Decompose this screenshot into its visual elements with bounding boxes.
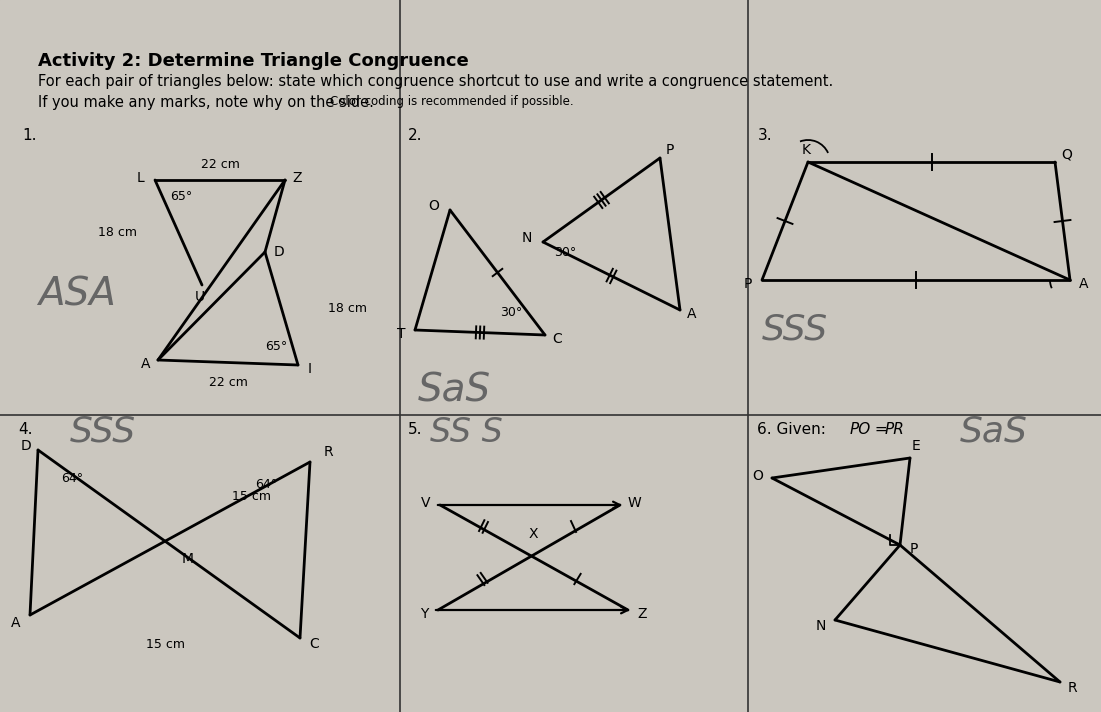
- Text: =: =: [870, 422, 893, 437]
- Text: Q: Q: [1061, 147, 1072, 161]
- Text: 4.: 4.: [18, 422, 33, 437]
- Text: W: W: [628, 496, 641, 510]
- Text: 3.: 3.: [757, 128, 773, 143]
- Text: A: A: [1079, 277, 1089, 291]
- Text: 30°: 30°: [554, 246, 576, 258]
- Text: 30°: 30°: [500, 306, 522, 320]
- Text: 22 cm: 22 cm: [200, 157, 239, 170]
- Text: PO: PO: [850, 422, 871, 437]
- Text: A: A: [141, 357, 151, 371]
- Text: 65°: 65°: [265, 340, 287, 353]
- Text: SSS: SSS: [70, 415, 137, 449]
- Text: R: R: [324, 445, 333, 459]
- Text: 2.: 2.: [408, 128, 423, 143]
- Text: Activity 2: Determine Triangle Congruence: Activity 2: Determine Triangle Congruenc…: [39, 52, 469, 70]
- Text: P: P: [666, 143, 674, 157]
- Text: 64°: 64°: [255, 478, 277, 491]
- Text: N: N: [522, 231, 532, 245]
- Text: N: N: [816, 619, 826, 633]
- Text: 18 cm: 18 cm: [328, 301, 368, 315]
- Text: C: C: [309, 637, 319, 651]
- Text: E: E: [912, 439, 920, 453]
- Text: O: O: [753, 469, 763, 483]
- Text: If you make any marks, note why on the side.: If you make any marks, note why on the s…: [39, 95, 383, 110]
- Text: SS S: SS S: [430, 416, 503, 449]
- Text: R: R: [1067, 681, 1077, 695]
- Text: T: T: [396, 327, 405, 341]
- Text: P: P: [909, 542, 918, 556]
- Text: L: L: [138, 171, 145, 185]
- Text: P: P: [744, 277, 752, 291]
- Text: 64°: 64°: [61, 471, 83, 484]
- Text: Z: Z: [637, 607, 646, 621]
- Text: U: U: [195, 290, 205, 304]
- Text: C: C: [552, 332, 562, 346]
- Text: M: M: [182, 552, 194, 566]
- Text: For each pair of triangles below: state which congruence shortcut to use and wri: For each pair of triangles below: state …: [39, 74, 833, 89]
- Text: SaS: SaS: [418, 371, 491, 409]
- Text: A: A: [11, 616, 21, 630]
- Text: D: D: [21, 439, 31, 453]
- Text: D: D: [274, 245, 284, 259]
- Text: 18 cm: 18 cm: [98, 226, 137, 239]
- Text: Color coding is recommended if possible.: Color coding is recommended if possible.: [330, 95, 574, 108]
- Text: PR: PR: [885, 422, 905, 437]
- Text: 22 cm: 22 cm: [208, 377, 248, 389]
- Text: 15 cm: 15 cm: [232, 490, 272, 503]
- Text: 5.: 5.: [408, 422, 423, 437]
- Text: V: V: [422, 496, 430, 510]
- Text: SSS: SSS: [762, 313, 828, 347]
- Text: O: O: [428, 199, 439, 213]
- Text: ASA: ASA: [39, 276, 116, 314]
- Text: X: X: [528, 527, 537, 541]
- Text: 15 cm: 15 cm: [145, 639, 185, 651]
- Text: SaS: SaS: [960, 415, 1028, 449]
- Text: 65°: 65°: [170, 189, 193, 202]
- Text: Z: Z: [292, 171, 302, 185]
- Text: I: I: [308, 362, 312, 376]
- Text: Y: Y: [419, 607, 428, 621]
- Text: 1.: 1.: [22, 128, 36, 143]
- Text: A: A: [687, 307, 697, 321]
- Text: 6. Given:: 6. Given:: [757, 422, 831, 437]
- Text: K: K: [802, 143, 810, 157]
